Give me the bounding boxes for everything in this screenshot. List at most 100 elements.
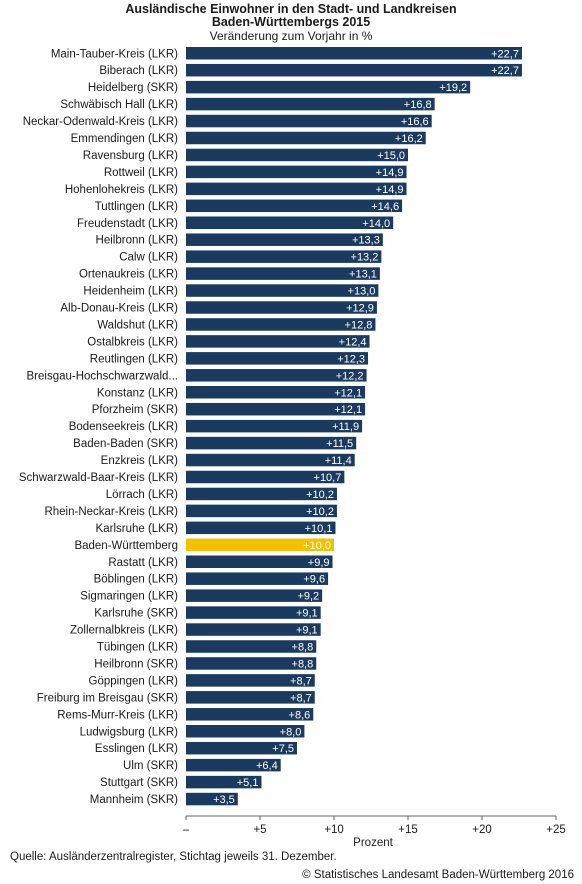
bar-6 xyxy=(186,148,408,162)
bar-34 xyxy=(186,623,321,636)
category-label-4: Neckar-Odenwald-Kreis (LKR) xyxy=(23,116,178,128)
x-tick-label-3: +15 xyxy=(398,824,418,836)
bar-18 xyxy=(186,352,369,365)
value-label-6: +15,0 xyxy=(377,150,405,162)
value-label-19: +12,2 xyxy=(336,370,364,382)
category-label-26: Lörrach (LKR) xyxy=(106,489,178,501)
category-label-16: Waldshut (LKR) xyxy=(97,319,178,331)
value-label-25: +10,7 xyxy=(314,472,342,484)
bar-8 xyxy=(186,182,407,196)
bar-43 xyxy=(186,775,262,789)
category-label-31: Böblingen (LKR) xyxy=(94,574,179,586)
value-label-5: +16,2 xyxy=(395,133,423,145)
bar-23 xyxy=(186,436,357,450)
category-label-40: Ludwigsburg (LKR) xyxy=(80,726,179,738)
bar-32 xyxy=(186,589,323,602)
bar-28 xyxy=(186,521,336,535)
bar-2 xyxy=(186,80,471,94)
category-label-24: Enzkreis (LKR) xyxy=(101,455,178,467)
value-label-8: +14,9 xyxy=(376,184,404,196)
category-label-9: Tuttlingen (LKR) xyxy=(95,201,178,213)
value-label-26: +10,2 xyxy=(306,489,334,501)
value-label-1: +22,7 xyxy=(491,65,519,77)
value-label-23: +11,5 xyxy=(326,438,353,450)
category-label-25: Schwarzwald-Baar-Kreis (LKR) xyxy=(19,472,178,484)
bar-30 xyxy=(186,555,333,568)
copyright-note: © Statistisches Landesamt Baden-Württemb… xyxy=(302,869,574,881)
bar-33 xyxy=(186,606,321,619)
value-label-39: +8,6 xyxy=(289,709,311,721)
bar-14 xyxy=(186,284,379,297)
category-label-42: Ulm (SKR) xyxy=(123,760,178,772)
x-axis-title: Prozent xyxy=(353,837,393,849)
value-label-7: +14,9 xyxy=(376,167,404,179)
bar-24 xyxy=(186,453,355,467)
source-note: Quelle: Ausländerzentralregister, Sticht… xyxy=(10,851,337,863)
bar-16 xyxy=(186,318,376,331)
category-label-38: Freiburg im Breisgau (SKR) xyxy=(37,692,178,704)
category-label-37: Göppingen (LKR) xyxy=(89,675,179,687)
category-label-15: Alb-Donau-Kreis (LKR) xyxy=(60,303,178,315)
category-label-10: Freudenstadt (LKR) xyxy=(77,218,178,230)
value-label-36: +8,8 xyxy=(292,658,314,670)
value-label-14: +13,0 xyxy=(348,286,376,298)
value-label-10: +14,0 xyxy=(362,218,390,230)
bar-37 xyxy=(186,674,315,687)
category-label-6: Ravensburg (LKR) xyxy=(83,150,178,162)
category-label-43: Stuttgart (SKR) xyxy=(100,777,178,789)
bar-7 xyxy=(186,165,407,179)
category-label-29: Baden-Württemberg xyxy=(74,540,178,552)
category-label-33: Karlsruhe (SKR) xyxy=(94,608,178,620)
bar-12 xyxy=(186,250,382,263)
bar-38 xyxy=(186,691,315,704)
bar-39 xyxy=(186,708,314,721)
bar-19 xyxy=(186,369,367,382)
value-label-15: +12,9 xyxy=(346,303,374,315)
value-label-44: +3,5 xyxy=(213,794,235,806)
category-label-5: Emmendingen (LKR) xyxy=(71,133,179,145)
category-label-18: Reutlingen (LKR) xyxy=(90,353,178,365)
category-label-8: Hohenlohekreis (LKR) xyxy=(65,184,178,196)
category-label-20: Konstanz (LKR) xyxy=(97,387,178,399)
bar-5 xyxy=(186,131,426,145)
value-label-43: +5,1 xyxy=(237,777,259,789)
category-label-35: Tübingen (LKR) xyxy=(97,642,178,654)
bar-9 xyxy=(186,199,403,213)
bar-31 xyxy=(186,572,329,585)
category-label-32: Sigmaringen (LKR) xyxy=(80,591,178,603)
value-label-35: +8,8 xyxy=(292,642,314,654)
value-label-21: +12,1 xyxy=(334,404,362,416)
value-label-16: +12,8 xyxy=(345,319,373,331)
category-label-3: Schwäbisch Hall (LKR) xyxy=(60,99,178,111)
bar-0 xyxy=(186,47,522,60)
bar-13 xyxy=(186,267,380,280)
value-label-31: +9,6 xyxy=(303,574,325,586)
category-label-11: Heilbronn (LKR) xyxy=(96,235,179,247)
value-label-40: +8,0 xyxy=(280,726,302,738)
x-tick-label-5: +25 xyxy=(546,824,566,836)
x-tick-label-0: – xyxy=(183,824,190,836)
chart-title-line-2: Baden-Württembergs 2015 xyxy=(211,15,371,29)
bar-3 xyxy=(186,97,435,111)
value-label-18: +12,3 xyxy=(337,353,365,365)
category-label-34: Zollernalbkreis (LKR) xyxy=(70,625,178,637)
x-tick-label-4: +20 xyxy=(472,824,492,836)
value-label-32: +9,2 xyxy=(297,591,319,603)
value-label-41: +7,5 xyxy=(272,743,294,755)
value-label-4: +16,6 xyxy=(401,116,429,128)
bar-11 xyxy=(186,233,383,246)
value-label-0: +22,7 xyxy=(491,48,519,60)
category-label-1: Biberach (LKR) xyxy=(99,65,178,77)
bar-35 xyxy=(186,640,317,653)
value-label-2: +19,2 xyxy=(439,82,467,94)
chart-subtitle: Veränderung zum Vorjahr in % xyxy=(209,29,373,43)
bar-41 xyxy=(186,741,297,755)
bar-29 xyxy=(186,538,334,552)
category-label-41: Esslingen (LKR) xyxy=(95,743,178,755)
value-label-20: +12,1 xyxy=(334,387,362,399)
value-label-42: +6,4 xyxy=(256,760,278,772)
value-label-3: +16,8 xyxy=(404,99,432,111)
value-label-13: +13,1 xyxy=(349,269,377,281)
value-label-34: +9,1 xyxy=(296,625,318,637)
